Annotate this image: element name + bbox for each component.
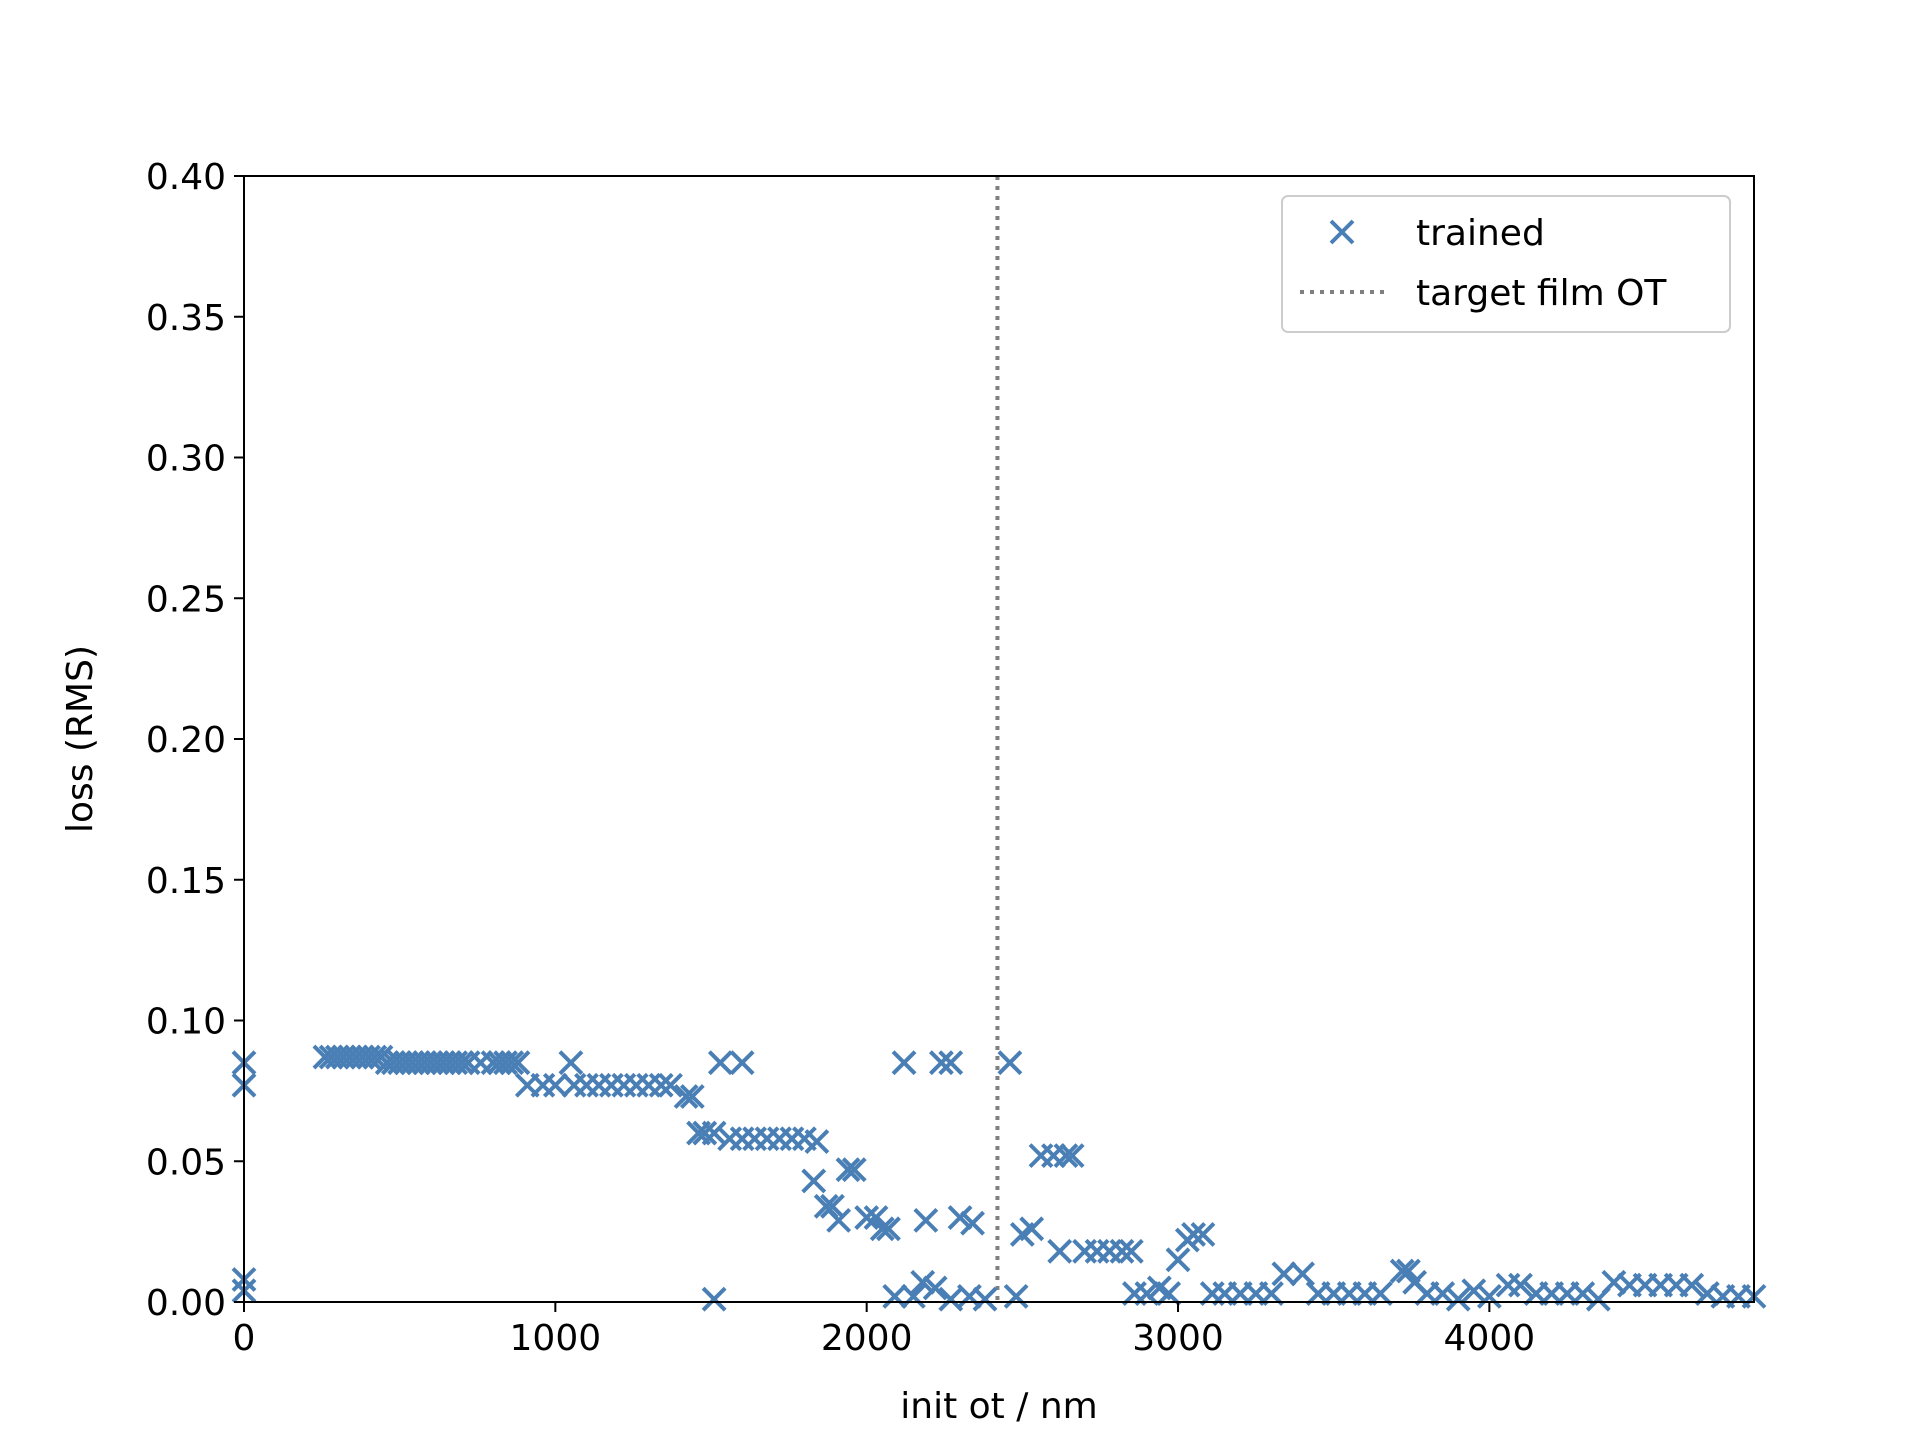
x-tick-label: 2000 [821,1318,913,1359]
data-point [922,1275,948,1301]
data-point [1430,1281,1456,1306]
plot-area [231,175,1767,1312]
y-axis: 0.00 0.05 0.10 0.15 0.20 0.25 0.30 0.35 0.40 [146,157,244,1324]
data-point [707,1050,733,1076]
y-tick-label: 0.00 [146,1283,226,1324]
data-point [891,1050,917,1076]
data-point [701,1120,727,1146]
data-point [938,1050,964,1076]
legend-box [1281,195,1731,333]
data-point [558,1050,584,1076]
data-point [1290,1261,1315,1287]
data-point [1367,1281,1393,1306]
data-point [1134,1281,1160,1306]
data-point [841,1157,867,1183]
y-tick-label: 0.10 [146,1002,226,1043]
data-point [658,1072,683,1098]
data-point [801,1168,827,1194]
x-tick-label: 4000 [1444,1318,1536,1359]
data-point [1259,1281,1284,1306]
legend-marker-trained [1329,219,1355,245]
data-point [1156,1281,1182,1306]
data-point [692,1120,718,1146]
data-point [900,1283,926,1309]
legend: trained target film OT [1281,195,1731,333]
data-point [449,1050,475,1076]
data-point [947,1205,973,1230]
data-point [701,1286,727,1312]
data-point [972,1286,998,1312]
data-point [505,1050,531,1076]
data-point [1445,1286,1471,1312]
data-point [835,1157,861,1183]
x-tick-label: 0 [233,1318,256,1359]
data-point [1003,1283,1029,1309]
legend-label-trained: trained [1416,213,1545,254]
legend-label-target-film-ot: target film OT [1416,273,1667,314]
data-point [928,1050,954,1076]
data-point [1570,1281,1596,1306]
data-point [542,1072,568,1098]
data-point [820,1193,845,1219]
data-point [1059,1143,1085,1169]
x-tick-label: 1000 [510,1318,602,1359]
data-point [876,1216,901,1242]
data-point [869,1216,895,1242]
y-axis-title: loss (RMS) [60,645,101,833]
data-point [1181,1222,1207,1247]
data-point [1165,1247,1191,1273]
x-axis: 0 1000 2000 3000 4000 [233,1302,1536,1359]
data-point [499,1050,525,1076]
data-point [729,1050,755,1076]
data-point [1190,1222,1216,1247]
data-point [854,1205,880,1230]
data-point [679,1084,705,1109]
data-point [1679,1272,1705,1298]
x-tick-label: 3000 [1132,1318,1224,1359]
y-tick-label: 0.35 [146,298,226,339]
data-points [231,1044,1767,1312]
data-point [1047,1238,1073,1264]
data-point [910,1269,936,1295]
data-point [1508,1272,1533,1298]
data-point [1271,1261,1297,1287]
data-point [1053,1143,1079,1169]
y-tick-label: 0.05 [146,1142,226,1183]
data-point [648,1072,674,1098]
data-point [804,1129,830,1154]
data-point [673,1084,699,1109]
y-tick-label: 0.20 [146,720,226,761]
data-point [1118,1238,1144,1264]
data-point [826,1207,852,1233]
data-point [1461,1278,1487,1304]
y-tick-label: 0.40 [146,157,226,198]
x-axis-title: init ot / nm [900,1386,1097,1427]
data-point [913,1207,939,1233]
data-point [1109,1238,1135,1264]
data-point [882,1283,908,1309]
y-tick-label: 0.30 [146,439,226,480]
y-tick-label: 0.25 [146,579,226,620]
data-point [362,1044,388,1070]
data-point [1476,1283,1502,1309]
data-point [997,1050,1023,1076]
data-point [960,1210,985,1236]
y-tick-label: 0.15 [146,861,226,902]
data-point [1019,1216,1045,1242]
